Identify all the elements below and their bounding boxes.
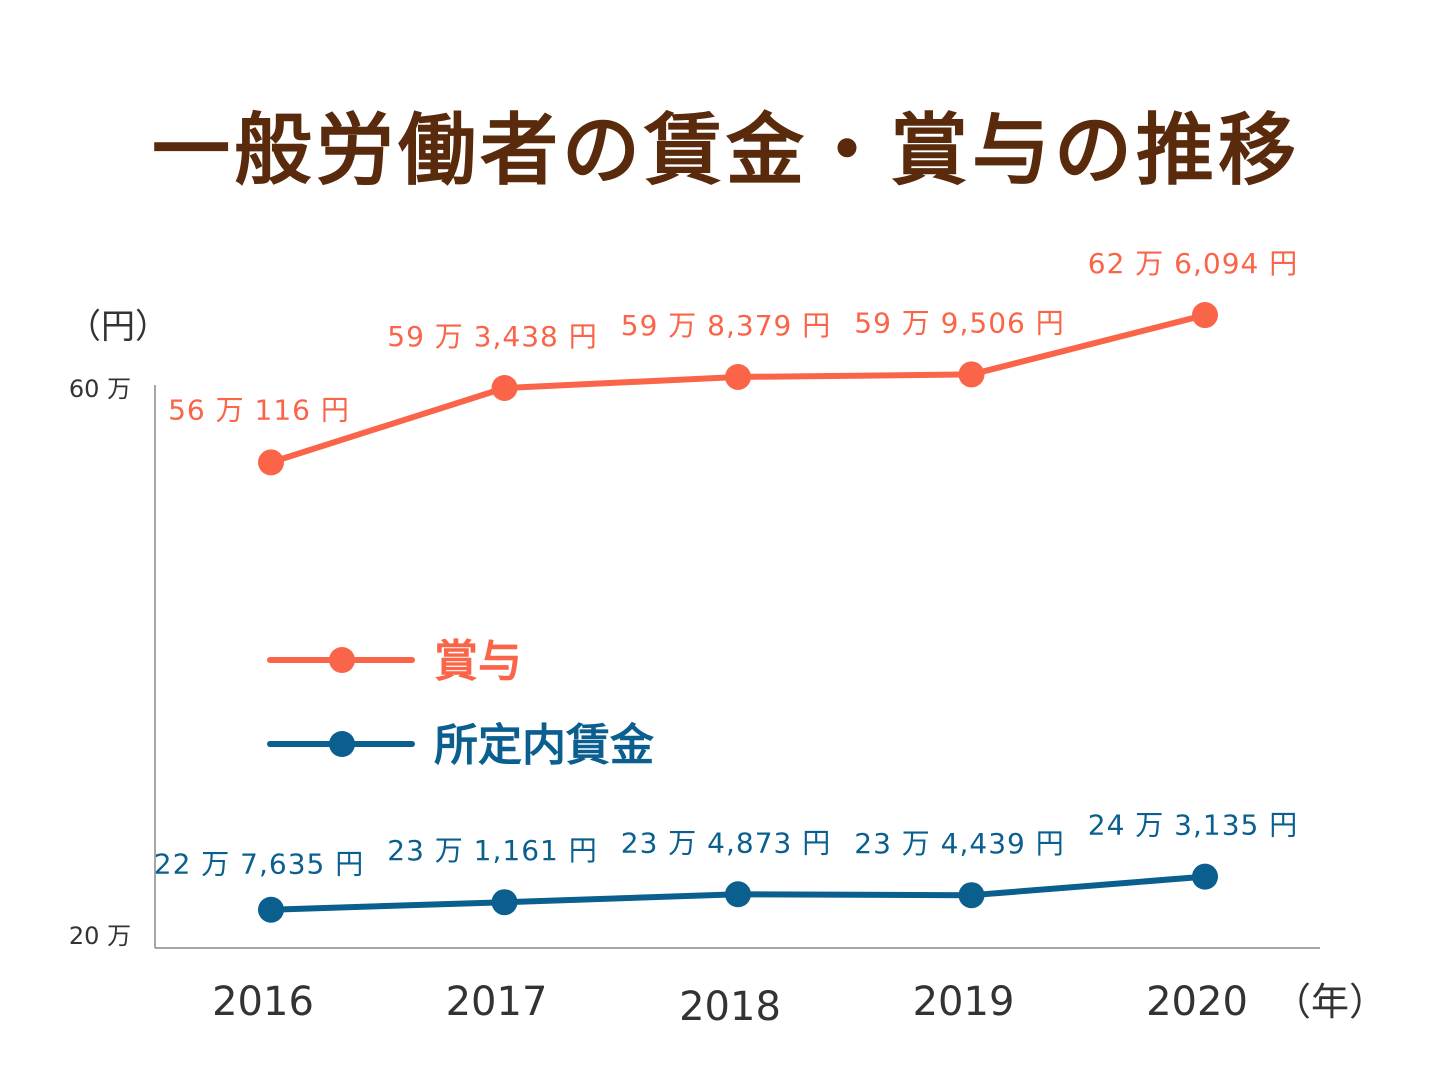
data-point	[958, 361, 985, 388]
data-label: 59 万 8,379 円	[621, 309, 832, 342]
data-point	[258, 896, 284, 923]
x-tick-label: 2016	[212, 979, 314, 1025]
data-point	[491, 889, 518, 916]
data-point	[258, 449, 284, 476]
data-label: 23 万 4,873 円	[621, 826, 832, 859]
legend-marker	[329, 647, 355, 673]
x-tick-label: 2020	[1146, 979, 1248, 1025]
data-point	[1192, 863, 1218, 890]
data-point	[958, 882, 985, 909]
y-axis-unit-label: （円）	[67, 307, 169, 347]
data-label: 59 万 3,438 円	[387, 320, 598, 353]
legend-label: 所定内賃金	[434, 720, 655, 771]
y-tick-label: 60 万	[69, 375, 131, 403]
chart-title: 一般労働者の賃金・賞与の推移	[151, 106, 1300, 196]
data-point	[491, 374, 518, 401]
data-label: 24 万 3,135 円	[1088, 809, 1299, 842]
data-label: 23 万 4,439 円	[854, 827, 1065, 860]
x-tick-label: 2017	[446, 979, 548, 1025]
data-label: 22 万 7,635 円	[154, 848, 365, 881]
x-tick-label: 2018	[679, 984, 781, 1030]
data-point	[725, 881, 751, 908]
data-label: 56 万 116 円	[168, 393, 350, 426]
x-tick-label: 2019	[913, 979, 1015, 1025]
legend-label: 賞与	[434, 636, 522, 687]
data-label: 23 万 1,161 円	[387, 834, 598, 867]
x-axis-unit-label: （年）	[1273, 980, 1387, 1024]
y-tick-label: 20 万	[69, 922, 131, 950]
legend-marker	[329, 731, 355, 757]
data-label: 62 万 6,094 円	[1088, 247, 1299, 280]
data-point	[725, 363, 751, 390]
data-point	[1192, 302, 1218, 329]
data-label: 59 万 9,506 円	[854, 306, 1065, 339]
